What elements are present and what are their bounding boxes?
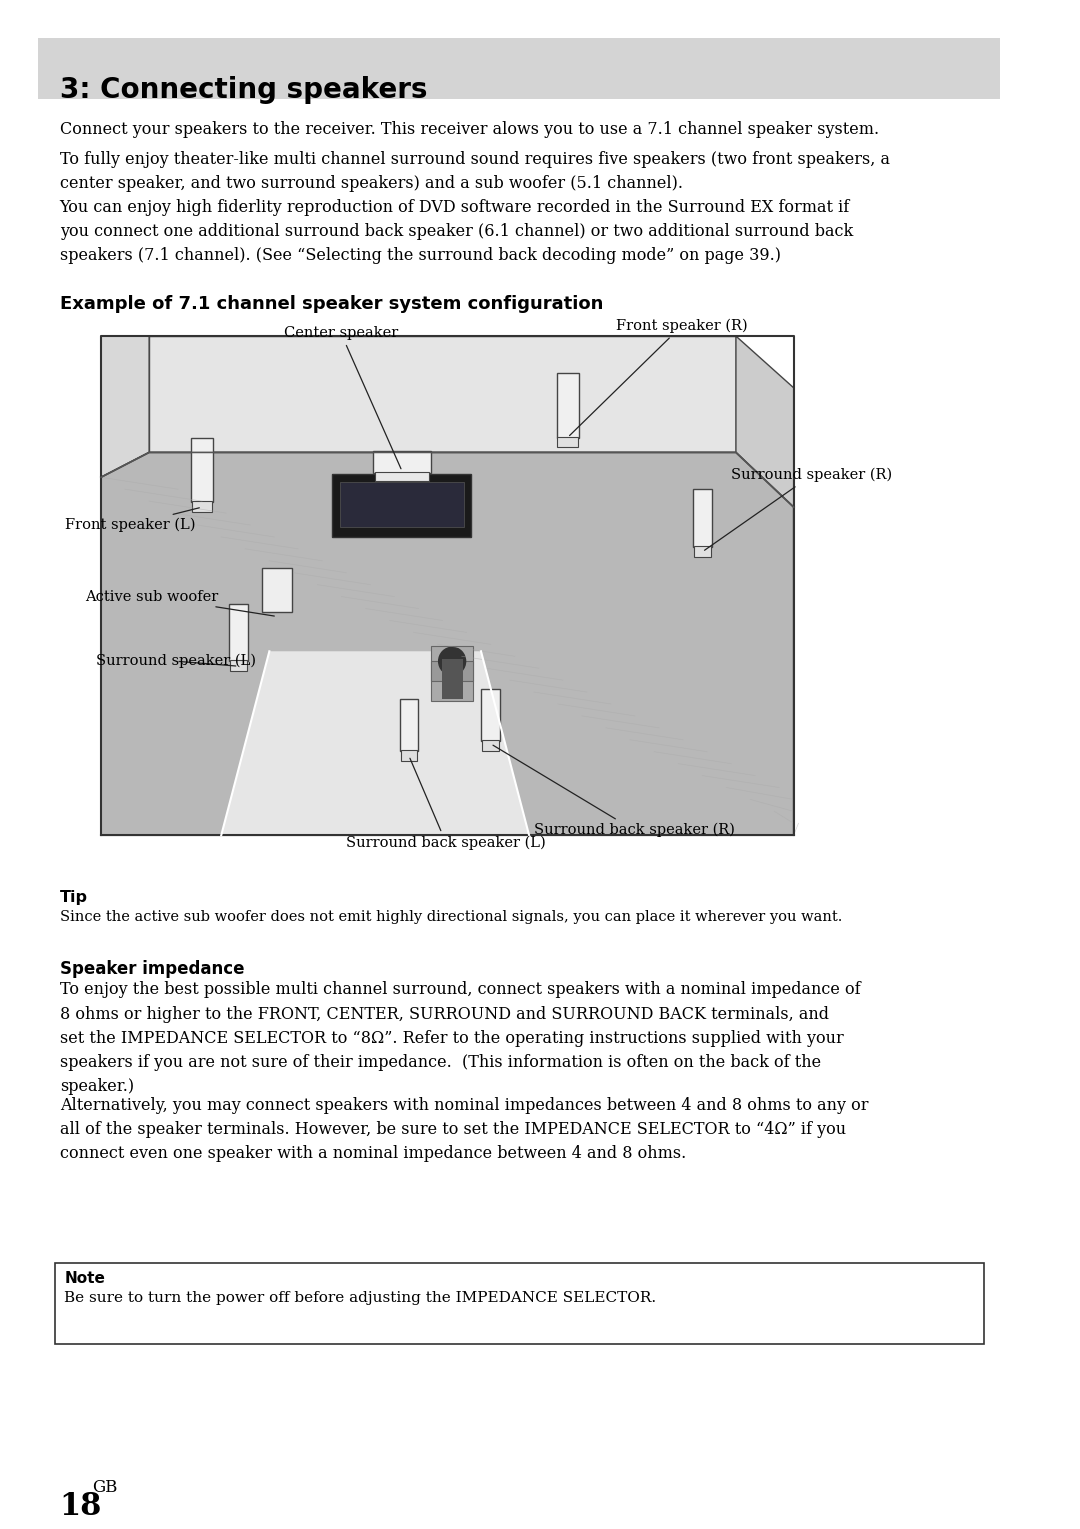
Text: Since the active sub woofer does not emit highly directional signals, you can pl: Since the active sub woofer does not emi…: [59, 910, 842, 924]
Bar: [401, 749, 417, 760]
Bar: [692, 489, 712, 547]
Bar: [431, 661, 473, 680]
Bar: [229, 604, 248, 661]
Bar: [192, 502, 212, 512]
Text: Surround back speaker (R): Surround back speaker (R): [492, 745, 734, 838]
Bar: [332, 474, 471, 537]
Circle shape: [438, 647, 465, 676]
Bar: [374, 451, 431, 474]
Polygon shape: [735, 336, 794, 508]
Polygon shape: [102, 336, 149, 477]
Polygon shape: [221, 651, 529, 835]
Text: Connect your speakers to the receiver. This receiver alows you to use a 7.1 chan: Connect your speakers to the receiver. T…: [59, 121, 879, 138]
Bar: [557, 436, 578, 448]
Bar: [39, 38, 1000, 99]
Bar: [230, 661, 247, 671]
Text: Surround back speaker (L): Surround back speaker (L): [347, 758, 546, 850]
Text: Surround speaker (L): Surround speaker (L): [96, 654, 256, 668]
Text: Example of 7.1 channel speaker system configuration: Example of 7.1 channel speaker system co…: [59, 295, 603, 313]
Text: Be sure to turn the power off before adjusting the IMPEDANCE SELECTOR.: Be sure to turn the power off before adj…: [65, 1290, 657, 1304]
Bar: [55, 1263, 984, 1344]
Bar: [339, 482, 463, 528]
Bar: [442, 659, 462, 699]
Text: 18: 18: [59, 1491, 102, 1523]
Text: Speaker impedance: Speaker impedance: [59, 960, 244, 977]
Text: Tip: Tip: [59, 890, 87, 905]
Text: To enjoy the best possible multi channel surround, connect speakers with a nomin: To enjoy the best possible multi channel…: [59, 982, 861, 1095]
Polygon shape: [102, 453, 794, 835]
Text: 3: Connecting speakers: 3: Connecting speakers: [59, 75, 428, 104]
Text: Alternatively, you may connect speakers with nominal impedances between 4 and 8 : Alternatively, you may connect speakers …: [59, 1096, 868, 1162]
Text: Front speaker (L): Front speaker (L): [66, 508, 200, 532]
Bar: [556, 373, 579, 437]
Text: Surround speaker (R): Surround speaker (R): [704, 468, 892, 550]
Text: Active sub woofer: Active sub woofer: [84, 590, 274, 616]
Bar: [375, 472, 429, 482]
Text: Center speaker: Center speaker: [284, 326, 401, 469]
Polygon shape: [149, 336, 735, 453]
Bar: [693, 546, 711, 557]
Text: GB: GB: [93, 1479, 118, 1495]
Text: You can enjoy high fiderlity reproduction of DVD software recorded in the Surrou: You can enjoy high fiderlity reproductio…: [59, 199, 853, 265]
Bar: [431, 647, 473, 700]
Text: To fully enjoy theater-like multi channel surround sound requires five speakers : To fully enjoy theater-like multi channe…: [59, 151, 890, 193]
Bar: [191, 437, 213, 502]
Bar: [261, 567, 293, 612]
Bar: [482, 690, 500, 740]
Bar: [483, 740, 499, 751]
Text: Note: Note: [65, 1271, 106, 1286]
Text: Front speaker (R): Front speaker (R): [569, 320, 747, 436]
Bar: [400, 699, 418, 751]
